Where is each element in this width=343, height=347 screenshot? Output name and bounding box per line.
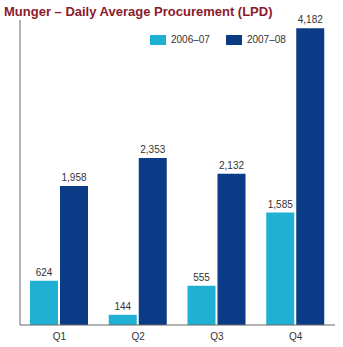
html-text:Munger – Daily Average Procure: Munger – Daily Average Procurement (LPD) <box>4 4 273 19</box>
svg-text:144: 144 <box>114 301 131 312</box>
svg-text:Q4: Q4 <box>289 331 303 342</box>
svg-text:2,353: 2,353 <box>140 144 165 155</box>
svg-text:Q3: Q3 <box>210 331 224 342</box>
svg-text:Q1: Q1 <box>53 331 67 342</box>
html-text:2007–08: 2007–08 <box>246 34 286 45</box>
svg-text:624: 624 <box>36 267 53 278</box>
svg-text:4,182: 4,182 <box>298 14 323 25</box>
svg-text:555: 555 <box>193 272 210 283</box>
svg-text:Q2: Q2 <box>131 331 145 342</box>
svg-text:1,585: 1,585 <box>268 199 293 210</box>
svg-text:1,958: 1,958 <box>61 172 86 183</box>
html-text:2006–07: 2006–07 <box>171 34 210 45</box>
svg-text:2,132: 2,132 <box>219 160 244 171</box>
